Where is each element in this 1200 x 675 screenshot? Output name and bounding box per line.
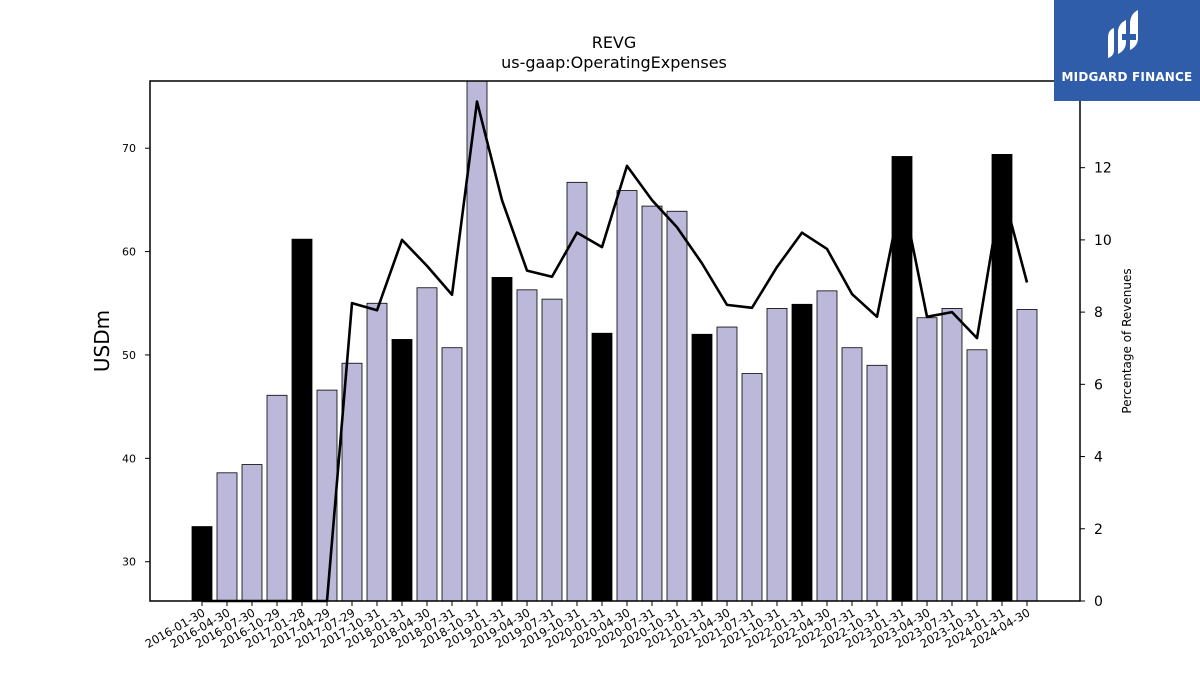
bar bbox=[641, 205, 663, 602]
bar bbox=[266, 394, 288, 602]
bar bbox=[916, 317, 938, 602]
bar bbox=[791, 303, 813, 602]
bar bbox=[716, 326, 738, 602]
y2-tick-label: 0 bbox=[1094, 594, 1103, 610]
bar bbox=[616, 190, 638, 602]
bar bbox=[841, 347, 863, 602]
logo-mark-icon bbox=[1108, 10, 1138, 58]
bar bbox=[816, 290, 838, 602]
bar bbox=[541, 298, 563, 602]
bar bbox=[691, 333, 713, 602]
bar bbox=[591, 332, 613, 602]
bar bbox=[216, 472, 238, 602]
bar bbox=[191, 526, 213, 602]
bar bbox=[941, 308, 963, 602]
bar bbox=[291, 238, 313, 602]
y2-tick-label: 10 bbox=[1094, 233, 1112, 249]
y2-tick-label: 6 bbox=[1094, 377, 1103, 393]
chart-subtitle: us-gaap:OperatingExpenses bbox=[501, 53, 727, 72]
bar bbox=[366, 302, 388, 602]
y-tick-label: 30 bbox=[122, 556, 136, 569]
bar bbox=[966, 349, 988, 602]
chart-title: REVG bbox=[592, 33, 637, 52]
left-axis: 30 40 50 60 70 bbox=[122, 142, 150, 569]
bars-group bbox=[191, 80, 1038, 602]
line-group bbox=[202, 100, 1029, 603]
bar bbox=[491, 277, 513, 602]
logo-text: MIDGARD FINANCE bbox=[1061, 70, 1193, 84]
bar bbox=[866, 364, 888, 602]
y2-tick-label: 8 bbox=[1094, 305, 1103, 321]
percentage-line bbox=[202, 100, 1029, 603]
bar bbox=[666, 210, 688, 602]
y2-axis-label: Percentage of Revenues bbox=[1120, 268, 1134, 413]
bar bbox=[991, 153, 1013, 602]
bar bbox=[416, 287, 438, 602]
logo: MIDGARD FINANCE bbox=[1054, 0, 1200, 101]
bar bbox=[516, 289, 538, 602]
bar bbox=[766, 308, 788, 602]
y-axis-label: USDm bbox=[90, 310, 114, 372]
y-tick-label: 40 bbox=[122, 452, 136, 465]
y-tick-label: 50 bbox=[122, 349, 136, 362]
bar bbox=[1016, 309, 1038, 602]
y2-tick-label: 12 bbox=[1094, 161, 1112, 177]
bar bbox=[241, 464, 263, 602]
bar bbox=[441, 347, 463, 602]
bar bbox=[741, 373, 763, 602]
y-tick-label: 70 bbox=[122, 142, 136, 155]
right-axis: 02468101214 bbox=[1080, 88, 1112, 610]
y-tick-label: 60 bbox=[122, 246, 136, 259]
plot-frame bbox=[149, 80, 1081, 602]
bar bbox=[391, 339, 413, 602]
y2-tick-label: 4 bbox=[1094, 450, 1103, 466]
y2-tick-label: 2 bbox=[1094, 522, 1103, 538]
bar bbox=[316, 389, 338, 602]
x-axis: 2016-01-302016-04-302016-07-302016-10-29… bbox=[143, 601, 1033, 651]
